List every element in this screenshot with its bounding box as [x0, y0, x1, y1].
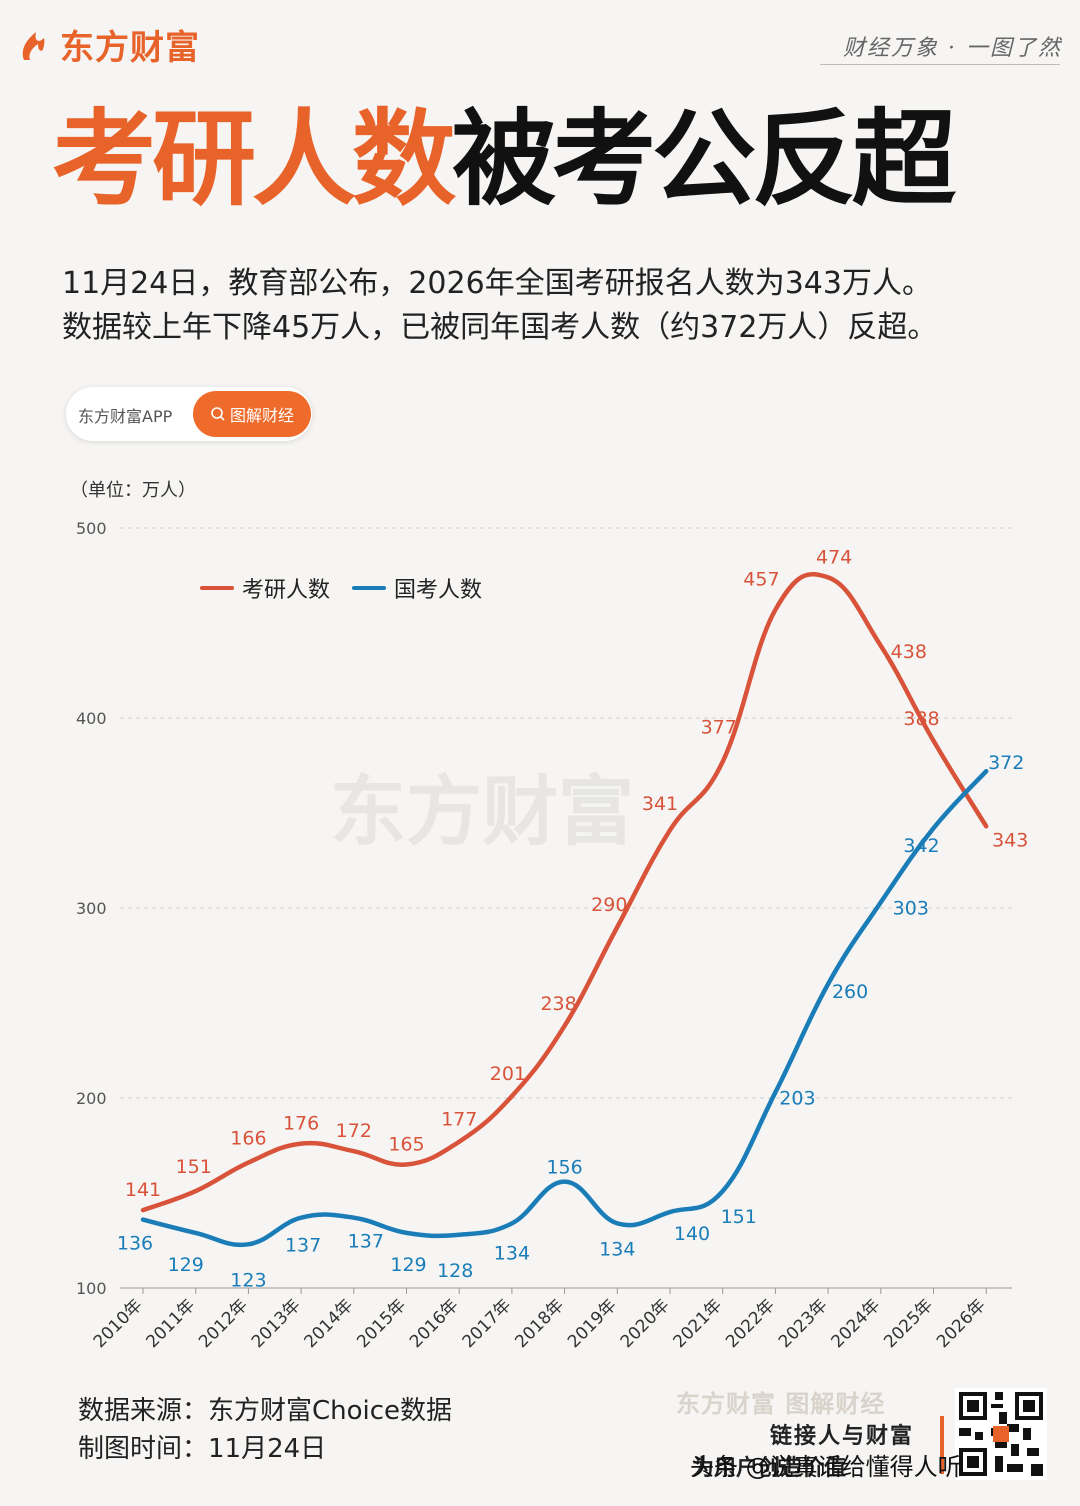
y-tick-label: 500 — [76, 519, 107, 538]
kaoyan-data-label: 141 — [125, 1179, 161, 1201]
kaoyan-data-label: 238 — [540, 993, 576, 1015]
guokao-data-label: 134 — [599, 1238, 635, 1260]
x-tick-label: 2011年 — [142, 1295, 199, 1352]
legend-swatch-kaoyan — [200, 586, 234, 590]
legend-item-kaoyan: 考研人数 — [200, 572, 330, 604]
x-tick-label: 2023年 — [775, 1295, 832, 1352]
guokao-data-label: 128 — [437, 1260, 473, 1282]
guokao-data-label: 129 — [168, 1254, 204, 1276]
x-tick-label: 2014年 — [301, 1295, 358, 1352]
brand-name: 东方财富 — [60, 28, 200, 68]
flame-logo-icon — [22, 31, 45, 60]
guokao-data-label: 137 — [348, 1231, 384, 1253]
chart-series — [140, 572, 989, 1248]
guokao-data-label: 137 — [285, 1235, 321, 1257]
legend-item-guokao: 国考人数 — [352, 572, 482, 604]
x-tick-label: 2021年 — [669, 1295, 726, 1352]
header-divider — [820, 64, 1060, 65]
chart-data-labels: 141 151 166 176 172 165 177 201 238 290 341 377 457 4… — [117, 546, 1028, 1291]
guokao-data-label: 136 — [117, 1233, 153, 1255]
search-button[interactable]: 图解财经 — [193, 391, 311, 437]
guokao-data-label: 123 — [230, 1269, 266, 1291]
y-tick-label: 400 — [76, 709, 107, 728]
kaoyan-data-label: 290 — [591, 894, 627, 916]
intro-text: 11月24日，教育部公布，2026年全国考研报名人数为343万人。 数据较上年下… — [62, 262, 937, 350]
kaoyan-data-label: 438 — [891, 641, 927, 663]
x-tick-label: 2017年 — [459, 1295, 516, 1352]
guokao-data-label: 156 — [546, 1157, 582, 1179]
footer-info: 数据来源：东方财富Choice数据 制图时间：11月24日 — [78, 1392, 452, 1468]
kaoyan-data-label: 166 — [230, 1128, 266, 1150]
guokao-data-label: 203 — [779, 1087, 815, 1109]
chart-unit: （单位：万人） — [70, 480, 196, 501]
kaoyan-data-label: 343 — [992, 829, 1028, 851]
brand-logo: 东方财富 — [16, 20, 200, 69]
kaoyan-data-label: 388 — [903, 708, 939, 730]
x-tick-label: 2018年 — [511, 1295, 568, 1352]
footer-brand-caption: 东方财富 图解财经 — [676, 1390, 886, 1418]
chart-date: 制图时间：11月24日 — [78, 1434, 327, 1464]
series-line-kaoyan — [140, 572, 989, 1213]
kaoyan-data-label: 165 — [388, 1134, 424, 1156]
series-line-guokao — [140, 768, 989, 1248]
x-tick-label: 2019年 — [564, 1295, 621, 1352]
search-icon — [211, 407, 225, 421]
legend-swatch-guokao — [352, 586, 387, 590]
x-tick-label: 2020年 — [617, 1295, 674, 1352]
watermark-text: 东方财富 — [330, 767, 634, 856]
guokao-data-label: 372 — [988, 752, 1024, 774]
y-tick-label: 300 — [76, 899, 107, 918]
legend-label-guokao: 国考人数 — [394, 578, 483, 603]
kaoyan-data-label: 177 — [441, 1109, 477, 1131]
guokao-data-label: 303 — [893, 897, 929, 919]
slogan: 财经万象 · 一图了然 — [843, 36, 1062, 61]
chart-watermark: 东方财富 — [330, 767, 634, 856]
kaoyan-data-label: 377 — [701, 717, 737, 739]
page-title: 考研人数被考公反超 — [52, 102, 956, 216]
x-tick-label: 2022年 — [722, 1295, 779, 1352]
kaoyan-data-label: 457 — [743, 569, 779, 591]
footer-tagline-2: 为用户创造价值 — [692, 1456, 847, 1481]
y-tick-label: 100 — [76, 1279, 107, 1298]
intro-line-1: 11月24日，教育部公布，2026年全国考研报名人数为343万人。 — [62, 266, 932, 301]
x-tick-label: 2015年 — [353, 1295, 410, 1352]
guokao-data-label: 134 — [494, 1242, 530, 1264]
intro-line-2: 数据较上年下降45万人，已被同年国考人数（约372万人）反超。 — [62, 310, 938, 345]
chart-grid: 100 200 300 400 500 — [76, 519, 1012, 1298]
x-tick-label: 2026年 — [933, 1295, 990, 1352]
search-button-label: 图解财经 — [229, 406, 294, 425]
search-app-label: 东方财富APP — [78, 407, 173, 426]
guokao-data-label: 151 — [721, 1206, 757, 1228]
kaoyan-data-label: 176 — [283, 1113, 319, 1135]
kaoyan-data-label: 474 — [816, 546, 852, 568]
chart-legend: 考研人数 国考人数 — [200, 572, 504, 604]
title-highlight: 考研人数 — [52, 98, 456, 220]
x-tick-label: 2013年 — [248, 1295, 305, 1352]
watermark-overlay: 头条 @说真话给懂得人听 — [690, 1453, 962, 1481]
guokao-data-label: 140 — [674, 1223, 710, 1245]
footer-accent-bar — [940, 1416, 944, 1474]
footer-tagline-1: 链接人与财富 — [770, 1424, 915, 1449]
x-tick-label: 2012年 — [195, 1295, 252, 1352]
guokao-data-label: 129 — [390, 1254, 426, 1276]
kaoyan-data-label: 201 — [490, 1063, 526, 1085]
kaoyan-data-label: 172 — [336, 1120, 372, 1142]
kaoyan-data-label: 151 — [176, 1156, 212, 1178]
qr-code-icon[interactable] — [955, 1388, 1047, 1480]
chart-x-axis: 2010年2011年2012年2013年2014年2015年2016年2017年… — [90, 1287, 1012, 1352]
x-tick-label: 2025年 — [880, 1295, 937, 1352]
guokao-data-label: 342 — [903, 835, 939, 857]
guokao-data-label: 260 — [832, 981, 868, 1003]
y-tick-label: 200 — [76, 1089, 107, 1108]
legend-label-kaoyan: 考研人数 — [242, 578, 331, 603]
x-tick-label: 2024年 — [828, 1295, 885, 1352]
kaoyan-data-label: 341 — [642, 793, 678, 815]
data-source: 数据来源：东方财富Choice数据 — [78, 1396, 453, 1426]
title-rest: 被考公反超 — [452, 98, 956, 220]
x-tick-label: 2016年 — [406, 1295, 463, 1352]
x-tick-label: 2010年 — [90, 1295, 147, 1352]
